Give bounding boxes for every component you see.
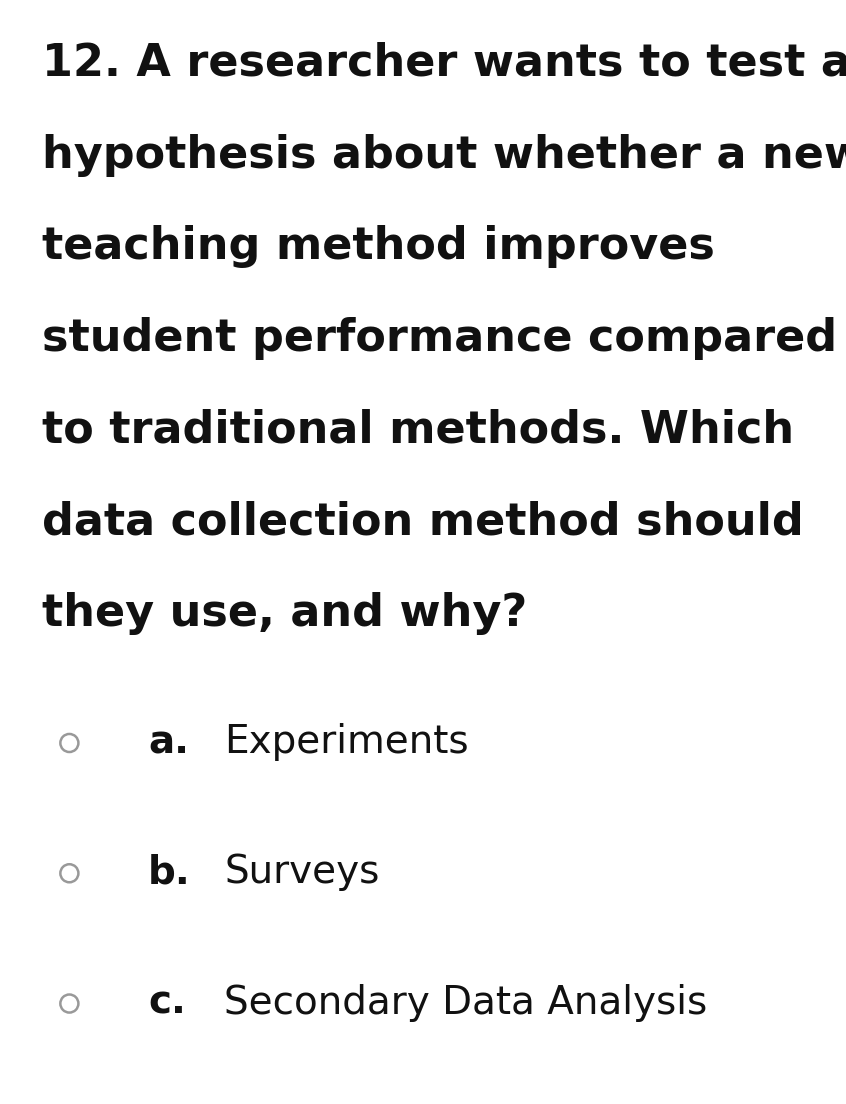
Text: b.: b. [148,853,191,891]
Text: data collection method should: data collection method should [42,500,804,543]
Text: teaching method improves: teaching method improves [42,225,715,268]
Text: 12. A researcher wants to test a: 12. A researcher wants to test a [42,42,846,85]
Text: c.: c. [148,984,186,1021]
Text: Secondary Data Analysis: Secondary Data Analysis [224,984,707,1021]
Text: student performance compared: student performance compared [42,317,838,360]
Text: Surveys: Surveys [224,853,380,891]
Text: they use, and why?: they use, and why? [42,592,528,635]
Text: Experiments: Experiments [224,723,469,761]
Text: to traditional methods. Which: to traditional methods. Which [42,408,794,452]
Point [63,995,76,1012]
Text: hypothesis about whether a new: hypothesis about whether a new [42,134,846,177]
Point [63,864,76,882]
Point [63,734,76,752]
Text: a.: a. [148,723,189,761]
